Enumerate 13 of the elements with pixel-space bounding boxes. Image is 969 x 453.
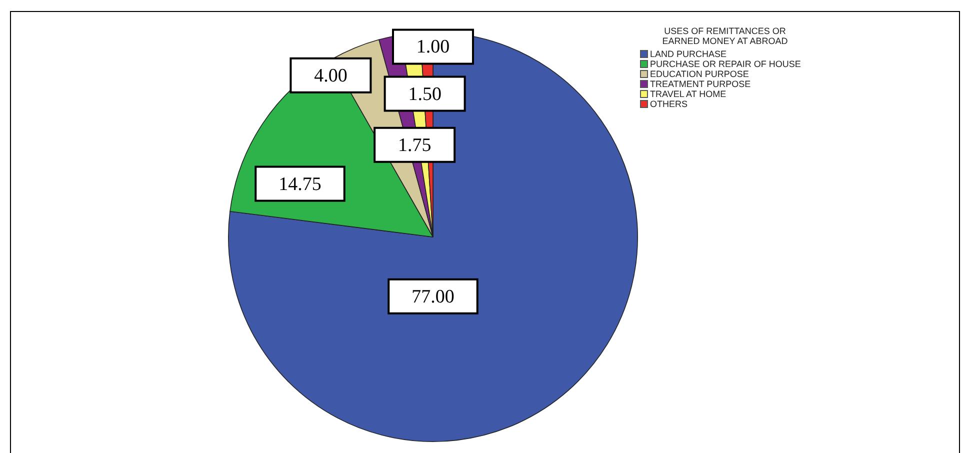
data-label: 77.00 xyxy=(412,286,454,308)
legend-label: LAND PURCHASE xyxy=(650,49,727,59)
data-label: 4.00 xyxy=(314,65,348,86)
legend-label: OTHERS xyxy=(650,99,688,109)
data-label: 1.75 xyxy=(398,134,432,156)
data-label: 1.00 xyxy=(416,36,450,58)
legend-label: EDUCATION PURPOSE xyxy=(650,69,749,79)
legend-label: TREATMENT PURPOSE xyxy=(650,79,751,89)
data-label: 1.50 xyxy=(408,84,442,105)
data-label: 14.75 xyxy=(278,174,322,195)
legend-label: PURCHASE OR REPAIR OF HOUSE xyxy=(650,59,801,69)
legend-title: USES OF REMITTANCES OR EARNED MONEY AT ABROAD xyxy=(661,26,789,46)
legend-label: TRAVEL AT HOME xyxy=(650,89,726,99)
